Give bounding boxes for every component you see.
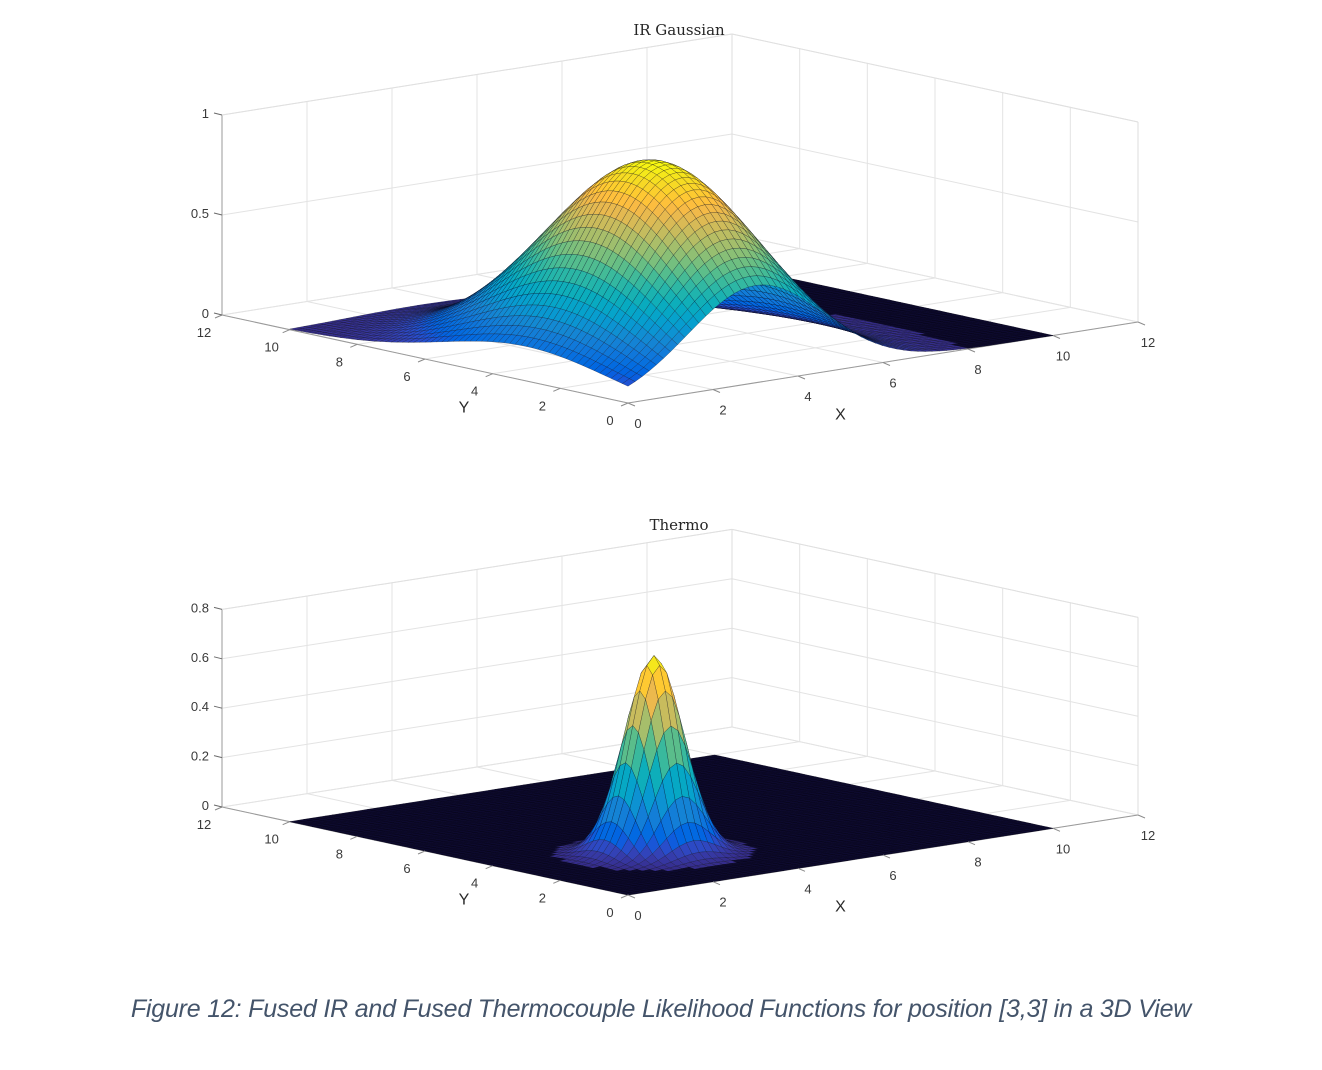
y-tick-label: 4 xyxy=(471,876,478,891)
z-tick-label: 0 xyxy=(202,306,209,321)
x-tick-label: 10 xyxy=(1056,349,1070,364)
box-edge xyxy=(731,33,1139,123)
y-tick-label: 8 xyxy=(336,846,343,861)
x-tick-label: 12 xyxy=(1141,335,1155,350)
box-edge xyxy=(221,528,733,610)
x-axis-label: X xyxy=(835,406,846,423)
x-tick-label: 8 xyxy=(974,855,981,870)
surface xyxy=(289,159,1054,387)
y-axis-label: Y xyxy=(459,400,470,417)
y-tick-label: 0 xyxy=(606,413,613,428)
ir-gaussian-plot: IR Gaussian 0 2 4 6 8 10 12 0 2 4 6 8 10 12 0 0.5 1 X Y xyxy=(0,0,1322,470)
x-axis-label: X xyxy=(835,899,846,916)
surface xyxy=(289,654,1054,896)
z-tick-label: 0.8 xyxy=(191,600,209,615)
y-tick-label: 6 xyxy=(403,861,410,876)
y-tick-label: 2 xyxy=(539,398,546,413)
z-tick-label: 0.4 xyxy=(191,699,209,714)
z-tick-label: 0.5 xyxy=(191,206,209,221)
z-tick-label: 1 xyxy=(202,106,209,121)
plot-title: IR Gaussian xyxy=(633,21,725,39)
y-tick-label: 10 xyxy=(264,340,278,355)
y-tick-label: 12 xyxy=(197,325,211,340)
x-tick-label: 2 xyxy=(719,403,726,418)
grid-line xyxy=(731,133,1139,223)
box-edge xyxy=(221,33,733,116)
x-tick-label: 12 xyxy=(1141,828,1155,843)
y-tick-label: 8 xyxy=(336,354,343,369)
x-tick-label: 10 xyxy=(1056,841,1070,856)
x-tick-label: 0 xyxy=(634,908,641,923)
x-tick-label: 8 xyxy=(974,362,981,377)
z-tick-label: 0.2 xyxy=(191,749,209,764)
grid-line xyxy=(221,627,733,709)
grid-line xyxy=(731,233,1139,323)
surface-chart: 0 2 4 6 8 10 12 0 2 4 6 8 10 12 0 0.2 0.4 0.6 0.8 X Y xyxy=(191,528,1155,923)
grid-line xyxy=(731,578,1139,668)
grid-line xyxy=(731,726,1139,816)
grid-line xyxy=(731,627,1139,717)
y-tick-label: 12 xyxy=(197,817,211,832)
surface-chart: 0 2 4 6 8 10 12 0 2 4 6 8 10 12 0 0.5 1 X Y xyxy=(191,33,1155,431)
plot-title: Thermo xyxy=(649,516,709,534)
x-tick-label: 6 xyxy=(889,376,896,391)
x-tick-label: 2 xyxy=(719,895,726,910)
figure-caption: Figure 12: Fused IR and Fused Thermocoup… xyxy=(130,995,1192,1023)
y-tick-label: 4 xyxy=(471,384,478,399)
y-tick-label: 10 xyxy=(264,832,278,847)
y-tick-label: 0 xyxy=(606,905,613,920)
grid-line xyxy=(731,677,1139,767)
y-axis-label: Y xyxy=(459,892,470,909)
y-tick-label: 6 xyxy=(403,369,410,384)
z-tick-label: 0.6 xyxy=(191,650,209,665)
x-tick-label: 4 xyxy=(804,389,811,404)
z-tick-label: 0 xyxy=(202,798,209,813)
x-tick-label: 4 xyxy=(804,881,811,896)
x-tick-label: 6 xyxy=(889,868,896,883)
grid-line xyxy=(221,133,733,216)
box-edge xyxy=(731,528,1139,618)
grid-line xyxy=(221,578,733,660)
y-tick-label: 2 xyxy=(539,890,546,905)
x-tick-label: 0 xyxy=(634,416,641,431)
thermo-plot: Thermo 0 2 4 6 8 10 12 0 2 4 6 8 10 12 0 0.2 0.4 0.6 0.8 X Y xyxy=(191,516,1155,923)
